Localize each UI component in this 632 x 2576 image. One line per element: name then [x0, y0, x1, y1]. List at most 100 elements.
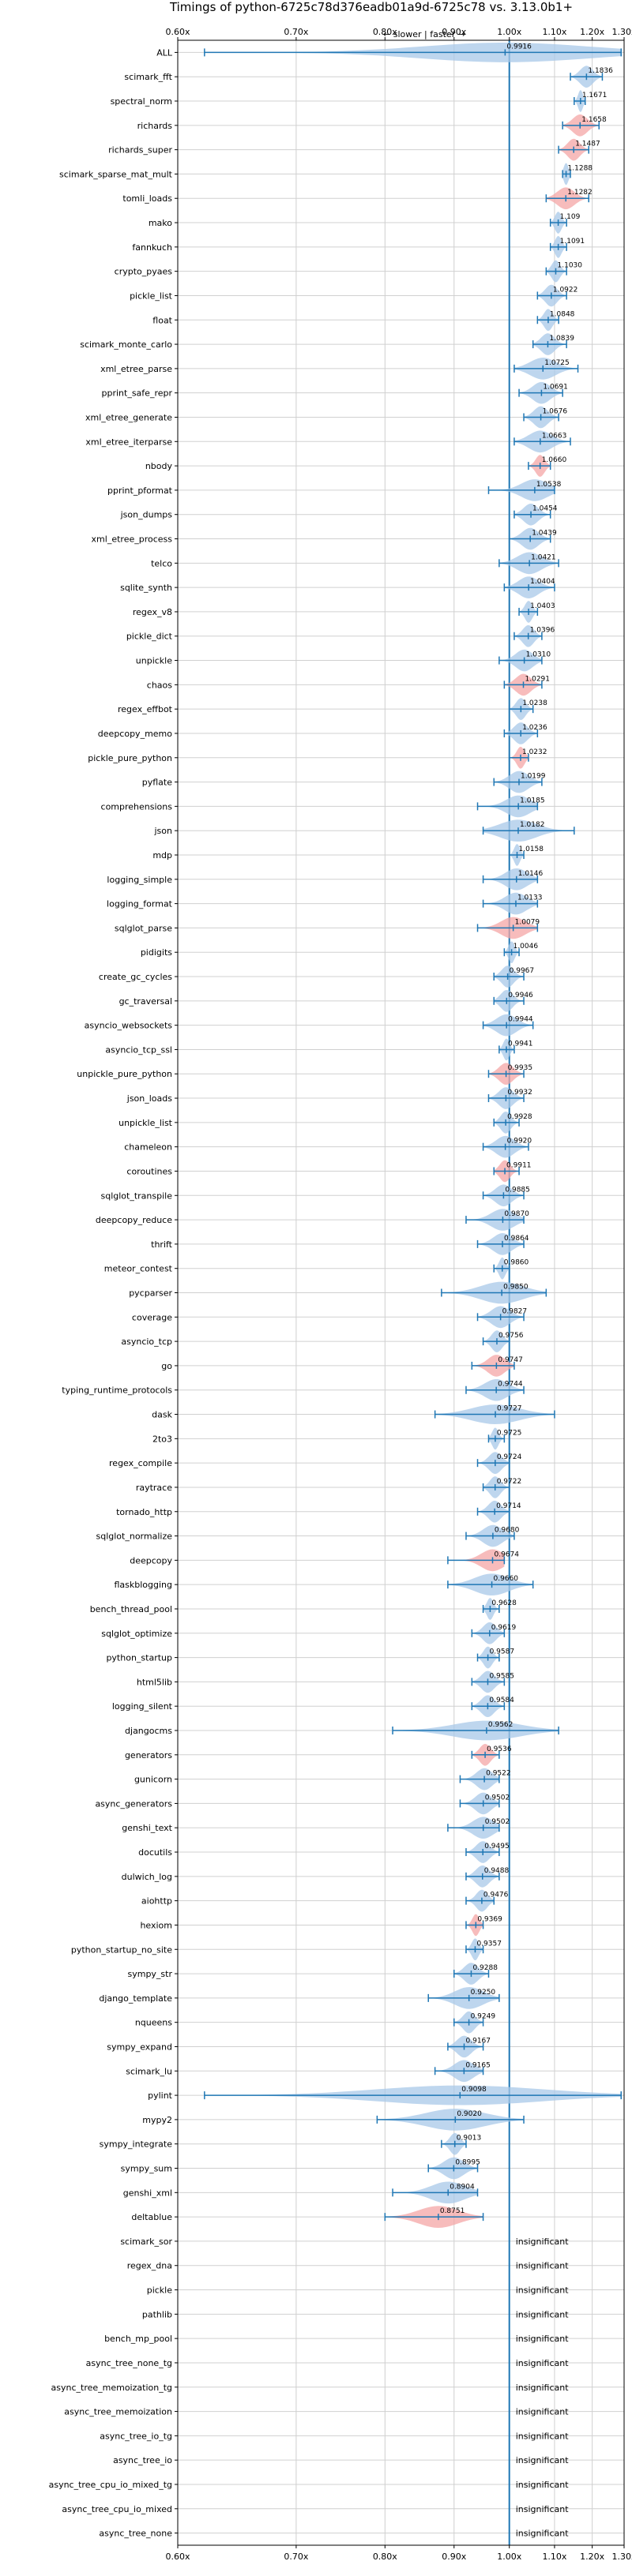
value-label: 0.9680	[495, 1527, 520, 1535]
value-label: 1.0236	[522, 724, 547, 732]
benchmark-label: mako	[149, 218, 172, 228]
insignificant-label: insignificant	[516, 2309, 570, 2319]
benchmark-label: spectral_norm	[111, 96, 172, 107]
value-label: 1.0396	[530, 627, 555, 635]
value-label: 0.9674	[494, 1550, 519, 1558]
benchmark-label: fannkuch	[132, 242, 172, 253]
benchmark-label: xml_etree_generate	[85, 412, 172, 422]
benchmark-label: crypto_pyaes	[115, 267, 173, 277]
value-label: 0.9585	[489, 1672, 514, 1680]
benchmark-label: sqlglot_optimize	[101, 1629, 172, 1639]
benchmark-label: bench_thread_pool	[90, 1604, 172, 1614]
x-tick-label-bottom: 0.70x	[284, 2552, 308, 2562]
benchmark-label: pickle	[147, 2285, 173, 2296]
benchmark-label: hexiom	[140, 1920, 172, 1930]
x-tick-label-top: 0.80x	[373, 27, 397, 37]
value-label: 1.0199	[521, 773, 546, 781]
value-label: 0.8995	[455, 2159, 480, 2167]
axis-layer: 0.60x 0.60x 0.70x 0.70x 0.80x 0.80x 0.90x 0.90x…	[49, 27, 632, 2562]
value-label: 0.9628	[491, 1599, 517, 1607]
benchmark-label: telco	[151, 558, 172, 568]
benchmark-label: async_generators	[95, 1798, 172, 1809]
x-tick-label-top: 1.00x	[497, 27, 521, 37]
x-tick-label-bottom: 1.10x	[542, 2552, 566, 2562]
value-label: 1.0403	[530, 602, 555, 610]
benchmark-label: sympy_str	[127, 1969, 172, 1979]
benchmark-label: typing_runtime_protocols	[62, 1385, 172, 1396]
grid-layer	[177, 40, 625, 2545]
value-label: 0.9249	[471, 2013, 496, 2021]
benchmark-label: logging_format	[107, 899, 173, 909]
x-tick-label-bottom: 1.00x	[497, 2552, 521, 2562]
benchmark-label: sympy_expand	[107, 2042, 172, 2052]
value-label: 1.0676	[543, 407, 568, 415]
value-label: 1.0839	[549, 335, 574, 343]
value-label: 1.0421	[531, 553, 556, 561]
value-label: 1.1288	[568, 164, 593, 172]
benchmark-label: asyncio_tcp	[121, 1337, 172, 1347]
value-label: 0.9932	[507, 1089, 532, 1097]
benchmark-label: 2to3	[152, 1434, 172, 1444]
value-label: 0.9747	[498, 1356, 523, 1364]
label-layer: 0.9916 1.1836 1.1671 1.1658 1.1487 1.1288 1.12…	[440, 43, 613, 2538]
value-label: 0.9488	[484, 1867, 510, 1875]
benchmark-label: async_tree_memoization	[64, 2407, 172, 2417]
value-label: 1.0046	[514, 943, 539, 951]
benchmark-label: scimark_lu	[126, 2066, 172, 2076]
benchmark-label: json	[154, 826, 173, 836]
benchmark-label: create_gc_cycles	[99, 972, 172, 982]
benchmark-label: unpickle	[136, 656, 172, 666]
benchmark-label: ALL	[156, 47, 173, 58]
benchmark-label: nqueens	[135, 2018, 172, 2028]
insignificant-label: insignificant	[516, 2334, 570, 2344]
value-label: 0.9476	[483, 1892, 509, 1899]
value-label: 1.0404	[530, 578, 555, 586]
benchmark-label: chameleon	[124, 1142, 172, 1153]
value-label: 0.9725	[497, 1429, 522, 1437]
value-label: 0.9941	[508, 1040, 533, 1048]
benchmark-label: pathlib	[142, 2309, 172, 2319]
value-label: 1.0182	[520, 821, 545, 829]
benchmark-label: sympy_sum	[121, 2164, 172, 2174]
benchmark-label: html5lib	[137, 1677, 172, 1687]
value-label: 0.9522	[486, 1770, 511, 1778]
benchmark-label: go	[161, 1361, 172, 1371]
x-tick-label-top: 0.90x	[442, 27, 466, 37]
value-label: 1.1282	[567, 189, 592, 197]
benchmark-label: pickle_list	[130, 291, 173, 301]
benchmark-label: aiohttp	[141, 1896, 172, 1907]
value-label: 1.0848	[550, 310, 575, 318]
benchmark-label: dask	[152, 1410, 172, 1420]
benchmark-label: xml_etree_parse	[100, 364, 172, 374]
value-label: 0.9744	[498, 1381, 523, 1389]
value-label: 0.9864	[504, 1235, 529, 1243]
benchmark-label: pidigits	[141, 947, 172, 958]
benchmark-label: async_tree_none	[99, 2529, 172, 2539]
benchmark-label: unpickle_list	[118, 1118, 173, 1128]
benchmark-label: scimark_fft	[124, 72, 172, 82]
value-label: 0.9827	[502, 1307, 528, 1315]
value-label: 0.9911	[506, 1161, 532, 1169]
value-label: 0.8751	[440, 2207, 465, 2215]
value-label: 1.1658	[581, 116, 607, 124]
value-label: 0.9756	[498, 1332, 524, 1340]
benchmark-label: docutils	[138, 1847, 172, 1858]
value-label: 1.0232	[522, 748, 547, 756]
value-label: 0.9722	[497, 1478, 522, 1486]
value-label: 1.0158	[519, 846, 544, 853]
value-label: 1.1091	[560, 238, 585, 246]
benchmark-label: regex_compile	[109, 1458, 172, 1468]
value-label: 0.9020	[457, 2110, 482, 2118]
value-label: 1.1671	[582, 92, 608, 99]
benchmark-label: raytrace	[136, 1483, 172, 1493]
value-label: 0.9357	[476, 1940, 502, 1948]
value-label: 0.9714	[496, 1502, 521, 1510]
benchmark-label: generators	[125, 1750, 172, 1760]
insignificant-label: insignificant	[516, 2358, 570, 2368]
benchmark-label: tornado_http	[116, 1507, 172, 1517]
value-label: 0.9920	[507, 1138, 532, 1146]
value-label: 0.9619	[491, 1624, 517, 1632]
benchmark-label: json_dumps	[120, 510, 173, 520]
